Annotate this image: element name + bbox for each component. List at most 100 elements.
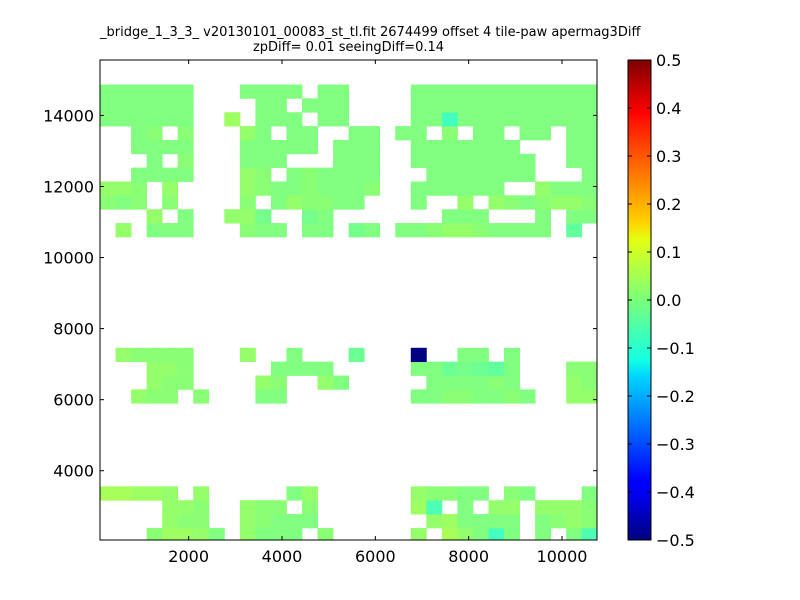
heatmap-cell xyxy=(177,126,194,141)
heatmap-cell xyxy=(193,486,210,501)
heatmap-cell xyxy=(457,223,474,238)
heatmap-cell xyxy=(488,361,505,376)
heatmap-cell xyxy=(162,347,179,363)
heatmap-cell xyxy=(426,98,443,113)
heatmap-cell xyxy=(581,139,597,155)
heatmap-cell xyxy=(239,500,256,515)
colorbar-tick-label: −0.2 xyxy=(656,387,695,406)
heatmap-cell xyxy=(255,389,272,404)
heatmap-cell xyxy=(286,139,303,155)
heatmap-cell xyxy=(535,126,552,141)
heatmap-cell xyxy=(162,375,179,390)
heatmap-cell xyxy=(597,223,613,237)
plot-frame xyxy=(99,59,598,541)
heatmap-cell xyxy=(115,181,132,196)
heatmap-cell xyxy=(270,389,287,404)
heatmap-cell xyxy=(348,181,365,196)
heatmap-cell xyxy=(566,112,583,127)
heatmap-cell xyxy=(613,486,629,500)
heatmap-cell xyxy=(550,500,567,515)
heatmap-cell xyxy=(162,361,179,376)
heatmap-cell xyxy=(581,527,597,540)
heatmap-cell xyxy=(659,514,675,528)
heatmap-cell xyxy=(410,139,427,155)
heatmap-cell xyxy=(566,209,583,224)
heatmap-cell xyxy=(286,181,303,196)
heatmap-cell xyxy=(239,153,256,169)
heatmap-cell xyxy=(581,84,597,99)
heatmap-cell xyxy=(566,181,583,196)
heatmap-cell xyxy=(115,486,132,501)
y-tick-label: 14000 xyxy=(43,106,94,125)
heatmap-cell xyxy=(410,195,427,210)
heatmap-cell xyxy=(441,167,458,182)
heatmap-cell xyxy=(613,112,629,126)
heatmap-cell xyxy=(255,153,272,169)
heatmap-cell xyxy=(488,84,505,99)
heatmap-cell xyxy=(395,223,412,238)
heatmap-cell xyxy=(255,527,272,540)
heatmap-cell xyxy=(177,375,194,390)
heatmap-cell xyxy=(441,209,458,224)
heatmap-cell xyxy=(177,139,194,155)
heatmap-cell xyxy=(239,167,256,182)
colorbar-tick-label: −0.1 xyxy=(656,339,695,358)
heatmap-cell xyxy=(286,361,303,376)
x-axis-ticks: 2000 4000 6000 8000 10000 xyxy=(168,60,587,566)
chart-title-line-1: _bridge_1_3_3_ v20130101_00083_st_tl.fit… xyxy=(100,25,641,40)
heatmap-cell xyxy=(255,84,272,99)
y-tick-label: 8000 xyxy=(53,320,94,339)
heatmap-cell xyxy=(457,98,474,113)
heatmap-cell xyxy=(115,84,132,99)
heatmap-cell xyxy=(566,500,583,515)
colorbar-tick-label: 0.0 xyxy=(656,291,681,310)
heatmap-cell xyxy=(270,153,287,169)
heatmap-cell xyxy=(333,84,350,99)
heatmap-cell xyxy=(566,84,583,99)
heatmap-cell xyxy=(270,84,287,99)
heatmap-cell xyxy=(566,361,583,376)
heatmap-cell xyxy=(550,84,567,99)
heatmap-cell xyxy=(706,528,722,542)
heatmap-cell xyxy=(255,500,272,515)
heatmap-cell xyxy=(410,500,427,515)
heatmap-cell xyxy=(317,195,334,210)
heatmap-cell xyxy=(317,167,334,182)
heatmap-cell xyxy=(146,209,163,224)
heatmap-cell xyxy=(675,514,691,528)
heatmap-cell xyxy=(302,167,318,182)
heatmap-cell xyxy=(302,514,318,529)
heatmap-cell xyxy=(581,98,597,113)
heatmap-cell xyxy=(270,375,287,390)
heatmap-cell xyxy=(177,347,194,363)
heatmap-cell xyxy=(364,139,381,155)
heatmap-cell xyxy=(146,84,163,99)
heatmap-cell xyxy=(162,486,179,501)
heatmap-cell xyxy=(566,375,583,390)
heatmap-cell xyxy=(317,527,334,540)
heatmap-cell xyxy=(519,389,536,404)
heatmap-cell xyxy=(613,126,629,140)
heatmap-cell xyxy=(706,514,722,528)
heatmap-cell xyxy=(317,98,334,113)
heatmap-cell xyxy=(270,514,287,529)
heatmap-cell xyxy=(613,389,629,403)
heatmap-cell xyxy=(286,112,303,127)
heatmap-cell xyxy=(550,181,567,196)
heatmap-cell xyxy=(317,112,334,127)
heatmap-cell xyxy=(457,195,474,210)
heatmap-cell xyxy=(131,112,148,127)
heatmap-cell xyxy=(177,223,194,238)
heatmap-cell xyxy=(131,347,148,363)
heatmap-cell xyxy=(239,347,256,363)
heatmap-cell xyxy=(472,375,489,390)
heatmap-cell xyxy=(488,112,505,127)
heatmap-cell xyxy=(441,153,458,169)
heatmap-cell xyxy=(302,209,318,224)
heatmap-cell xyxy=(177,500,194,515)
heatmap-cell xyxy=(613,182,629,196)
heatmap-cell xyxy=(426,84,443,99)
heatmap-cell xyxy=(410,527,427,540)
heatmap-cell xyxy=(146,223,163,238)
colorbar-tick-label: −0.5 xyxy=(656,531,695,550)
